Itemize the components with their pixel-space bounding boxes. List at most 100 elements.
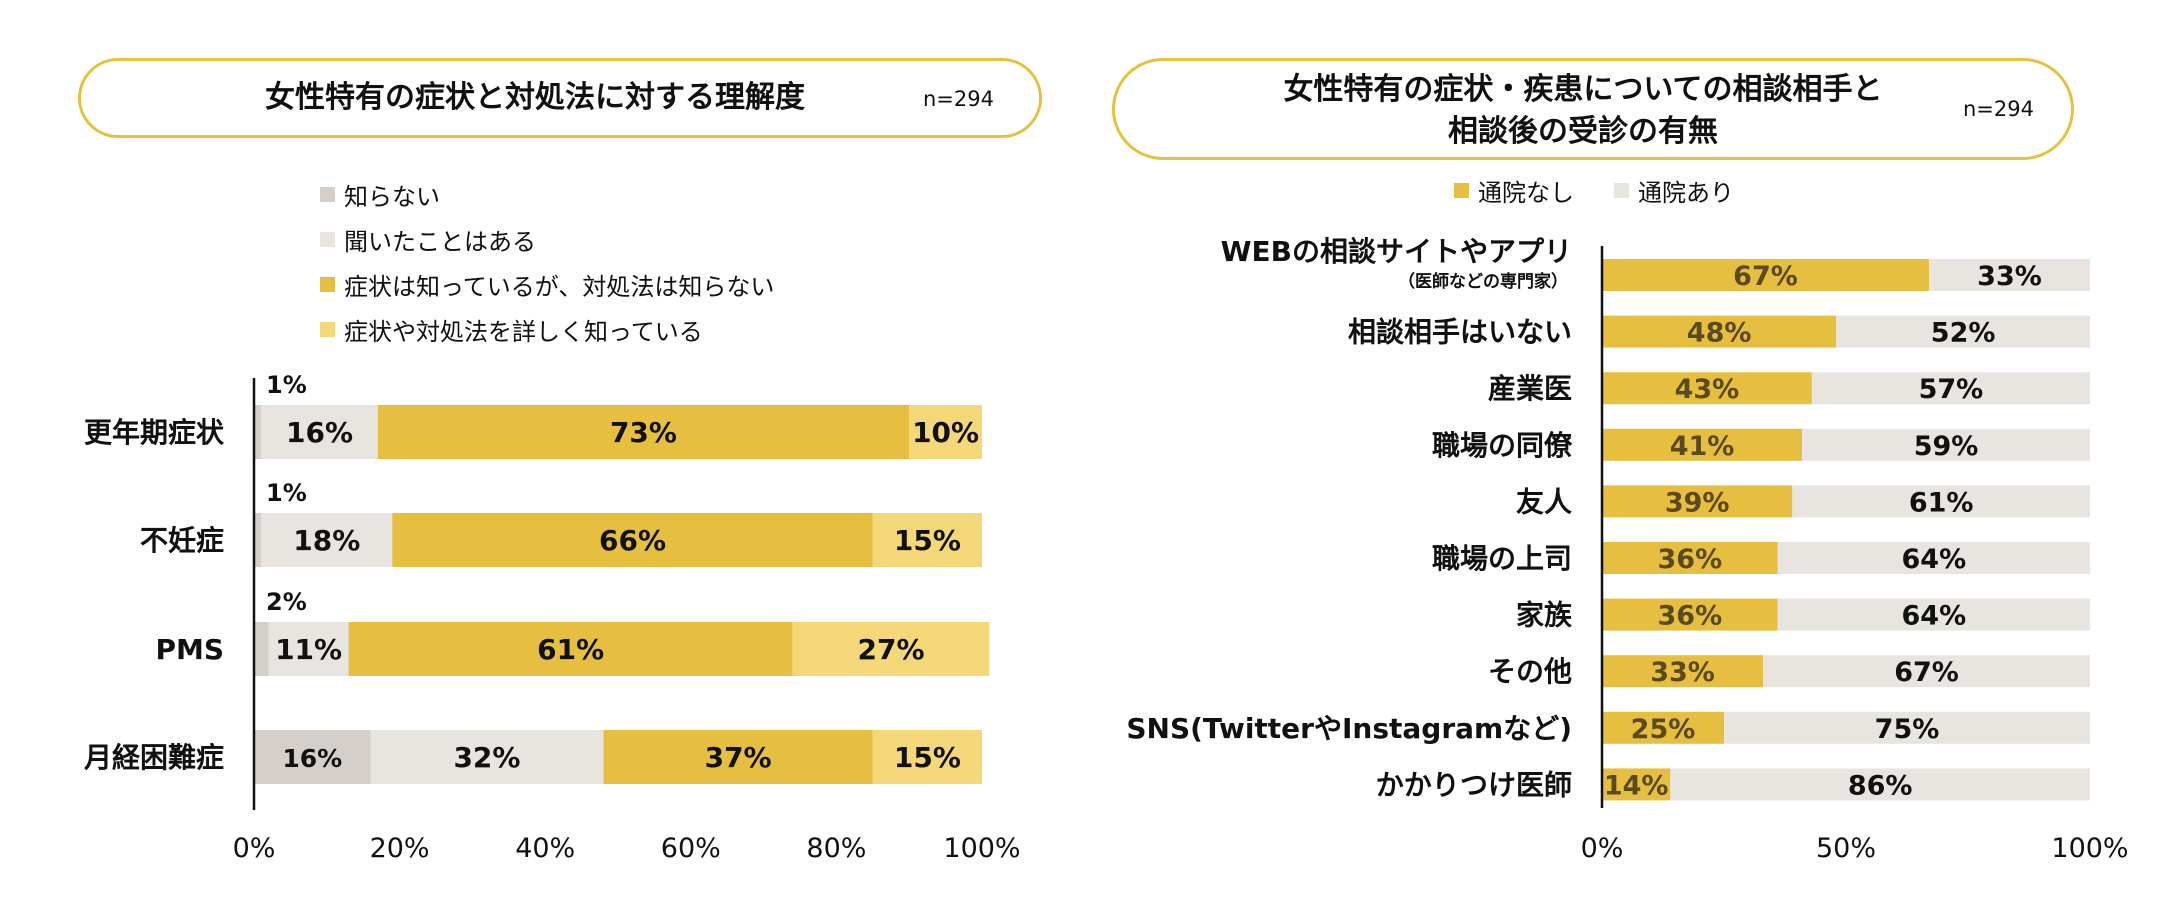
- x-tick-label: 50%: [1816, 833, 1876, 864]
- left-chart-panel: 女性特有の症状と対処法に対する理解度 n=294 知らない 聞いたことはある 症…: [78, 58, 1042, 864]
- category-label: 不妊症: [140, 524, 224, 557]
- data-label: 64%: [1902, 601, 1967, 632]
- right-sample-size: n=294: [1963, 97, 2034, 121]
- data-label: 86%: [1848, 770, 1913, 801]
- left-sample-size: n=294: [923, 87, 994, 111]
- bar-segment: [1724, 711, 2090, 744]
- category-label: 相談相手はいない: [1348, 316, 1572, 349]
- x-tick-label: 80%: [806, 833, 866, 864]
- right-chart-plot: WEBの相談サイトやアプリ （医師などの専門家） 67% 33% 相談相手はいない 48%…: [1126, 235, 2128, 864]
- data-label: 11%: [275, 633, 342, 666]
- data-label: 66%: [599, 524, 666, 557]
- data-label: 15%: [894, 524, 961, 557]
- category-label: 友人: [1516, 485, 1572, 518]
- right-chart-title-line1: 女性特有の症状・疾患についての相談相手と: [1283, 72, 1883, 107]
- bar-segment: [377, 405, 910, 459]
- data-label: 52%: [1931, 318, 1996, 349]
- legend-swatch: [1614, 183, 1629, 198]
- bar-segment: [1602, 655, 1764, 688]
- legend-swatch: [320, 277, 335, 292]
- x-tick-label: 40%: [515, 833, 575, 864]
- bar-segment: [268, 622, 349, 676]
- data-label: 61%: [537, 633, 604, 666]
- legend-swatch: [320, 322, 335, 337]
- legend-item-heard-of: 聞いたことはある: [320, 217, 774, 262]
- left-legend: 知らない 聞いたことはある 症状は知っているが、対処法は知らない 症状や対処法を…: [320, 172, 774, 352]
- data-label: 16%: [286, 416, 353, 449]
- data-label: 33%: [1650, 657, 1715, 688]
- data-label: 27%: [857, 633, 924, 666]
- data-label: 16%: [282, 744, 342, 773]
- category-label: 家族: [1516, 599, 1573, 632]
- bar-segment: [1777, 542, 2090, 574]
- data-label: 36%: [1658, 544, 1723, 575]
- legend-item-visited: 通院あり: [1614, 168, 1734, 213]
- data-label: 37%: [705, 741, 772, 774]
- bar-segment: [254, 622, 269, 676]
- data-label: 67%: [1894, 657, 1959, 688]
- data-label: 48%: [1687, 318, 1752, 349]
- bar-segment: [1792, 485, 2090, 518]
- category-sublabel: （医師などの専門家）: [1398, 271, 1568, 292]
- bar-segment: [1602, 372, 1812, 405]
- bar-segment: [1670, 768, 2090, 801]
- x-tick-label: 0%: [233, 833, 276, 864]
- data-label: 73%: [610, 416, 677, 449]
- bar-segment: [792, 622, 990, 676]
- bar-segment: [348, 622, 793, 676]
- data-label: 33%: [1977, 261, 2042, 292]
- bar-segment: [1928, 259, 2090, 291]
- category-label: 職場の上司: [1432, 542, 1572, 575]
- legend-item-symptoms-only: 症状は知っているが、対処法は知らない: [320, 262, 774, 307]
- legend-swatch: [320, 187, 335, 202]
- bar-segment: [1763, 655, 2090, 688]
- category-label: かかりつけ医師: [1376, 768, 1572, 801]
- legend-label: 通院なし: [1478, 179, 1574, 207]
- category-label: PMS: [155, 633, 224, 666]
- data-label: 18%: [293, 524, 360, 557]
- left-chart-plot: 更年期症状 1% 16% 73% 10% 不妊症 1% 18% 66% 15% PMS 2% 11% 61…: [83, 371, 1021, 864]
- bar-segment: [1811, 372, 2090, 405]
- legend-item-dont-know: 知らない: [320, 172, 774, 217]
- data-label: 14%: [1604, 770, 1669, 801]
- data-label: 41%: [1670, 431, 1735, 462]
- category-label: 職場の同僚: [1432, 429, 1573, 462]
- x-tick-label: 60%: [661, 833, 721, 864]
- legend-swatch: [1454, 183, 1469, 198]
- left-title-box: 女性特有の症状と対処法に対する理解度 n=294: [78, 58, 1042, 138]
- right-title-box: 女性特有の症状・疾患についての相談相手と 相談後の受診の有無 n=294: [1112, 58, 2074, 160]
- data-label: 2%: [266, 588, 307, 616]
- bar-segment: [370, 730, 604, 784]
- legend-label: 症状は知っているが、対処法は知らない: [344, 273, 775, 301]
- data-label: 75%: [1875, 714, 1940, 745]
- bar-segment: [1602, 315, 1837, 348]
- data-label: 39%: [1665, 487, 1730, 518]
- data-label: 25%: [1631, 714, 1696, 745]
- bar-segment: [1602, 428, 1803, 461]
- data-label: 43%: [1675, 374, 1740, 405]
- data-label: 1%: [266, 479, 307, 507]
- data-label: 1%: [266, 371, 307, 399]
- x-tick-label: 20%: [370, 833, 430, 864]
- bar-segment: [261, 405, 378, 459]
- bar-segment: [261, 513, 393, 567]
- category-label: その他: [1488, 655, 1572, 688]
- bar-segment: [872, 730, 982, 784]
- bar-segment: [1602, 485, 1793, 518]
- bar-segment: [254, 513, 262, 567]
- data-label: 57%: [1919, 374, 1984, 405]
- x-tick-label: 100%: [2051, 833, 2128, 864]
- legend-label: 聞いたことはある: [344, 228, 536, 256]
- legend-item-no-visit: 通院なし: [1454, 168, 1574, 213]
- bar-segment: [254, 730, 371, 784]
- category-label: 産業医: [1488, 372, 1572, 405]
- legend-swatch: [320, 232, 335, 247]
- bar-segment: [872, 513, 982, 567]
- category-label: 更年期症状: [84, 416, 225, 449]
- category-label: SNS(TwitterやInstagramなど): [1126, 712, 1572, 745]
- x-tick-label: 100%: [943, 833, 1020, 864]
- bar-segment: [254, 405, 262, 459]
- data-label: 10%: [912, 416, 979, 449]
- left-chart-title: 女性特有の症状と対処法に対する理解度: [265, 80, 805, 115]
- bar-segment: [603, 730, 873, 784]
